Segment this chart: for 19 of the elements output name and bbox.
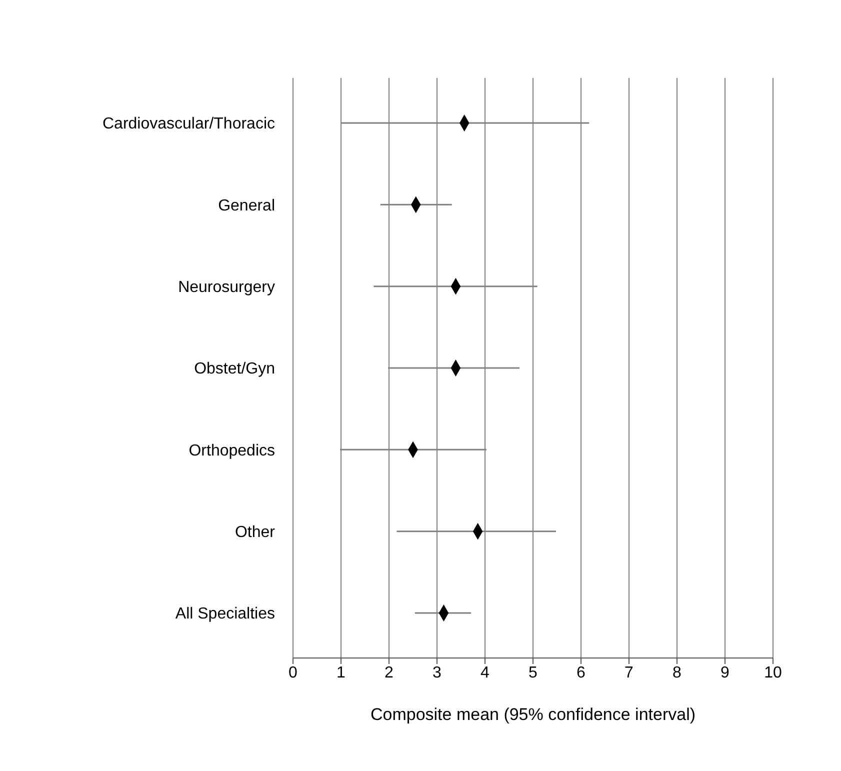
- x-tick-label: 4: [480, 664, 490, 682]
- x-tick-label: 1: [336, 664, 346, 682]
- y-tick-label: Obstet/Gyn: [194, 360, 275, 378]
- y-tick-label: Neurosurgery: [178, 279, 275, 296]
- y-tick-label: Cardiovascular/Thoracic: [102, 116, 275, 133]
- x-tick-label: 10: [764, 664, 782, 682]
- x-tick-label: 5: [528, 664, 538, 682]
- y-tick-label: Other: [234, 524, 276, 542]
- x-tick-label: 6: [576, 664, 586, 682]
- x-tick-label: 0: [288, 664, 298, 682]
- x-axis-title: Composite mean (95% confidence interval): [370, 705, 696, 724]
- x-tick-label: 2: [384, 664, 394, 682]
- x-tick-label: 8: [672, 664, 682, 682]
- x-tick-label: 3: [432, 664, 442, 682]
- y-tick-label: All Specialties: [175, 606, 275, 623]
- y-tick-label: General: [218, 197, 275, 214]
- x-tick-label: 7: [624, 664, 634, 682]
- x-tick-label: 9: [720, 664, 730, 682]
- y-tick-label: Orthopedics: [188, 442, 275, 460]
